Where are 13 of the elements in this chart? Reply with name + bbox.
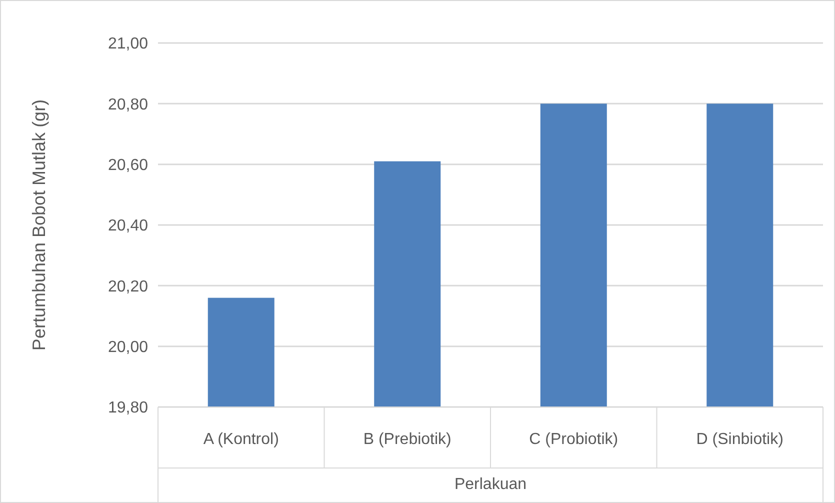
y-tick-label: 21,00 bbox=[108, 36, 148, 53]
x-tick-label: A (Kontrol) bbox=[203, 431, 279, 448]
y-axis-title: Pertumbuhan Bobot Mutlak (gr) bbox=[29, 99, 49, 351]
y-tick-label: 20,80 bbox=[108, 96, 148, 114]
x-tick-label: B (Prebiotik) bbox=[363, 431, 452, 448]
x-tick-label: D (Sinbiotik) bbox=[696, 431, 784, 448]
y-tick-label: 20,20 bbox=[108, 278, 148, 296]
x-axis-title: Perlakuan bbox=[454, 476, 527, 493]
y-tick-label: 20,00 bbox=[108, 338, 148, 356]
y-tick-label: 20,60 bbox=[108, 156, 148, 174]
y-tick-label: 19,80 bbox=[108, 400, 148, 417]
x-tick-label: C (Probiotik) bbox=[529, 431, 618, 448]
y-tick-label: 20,40 bbox=[108, 218, 148, 235]
